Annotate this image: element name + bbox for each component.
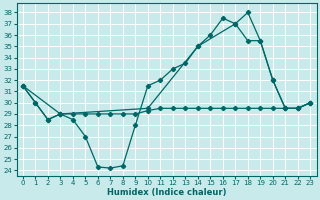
X-axis label: Humidex (Indice chaleur): Humidex (Indice chaleur) xyxy=(107,188,226,197)
